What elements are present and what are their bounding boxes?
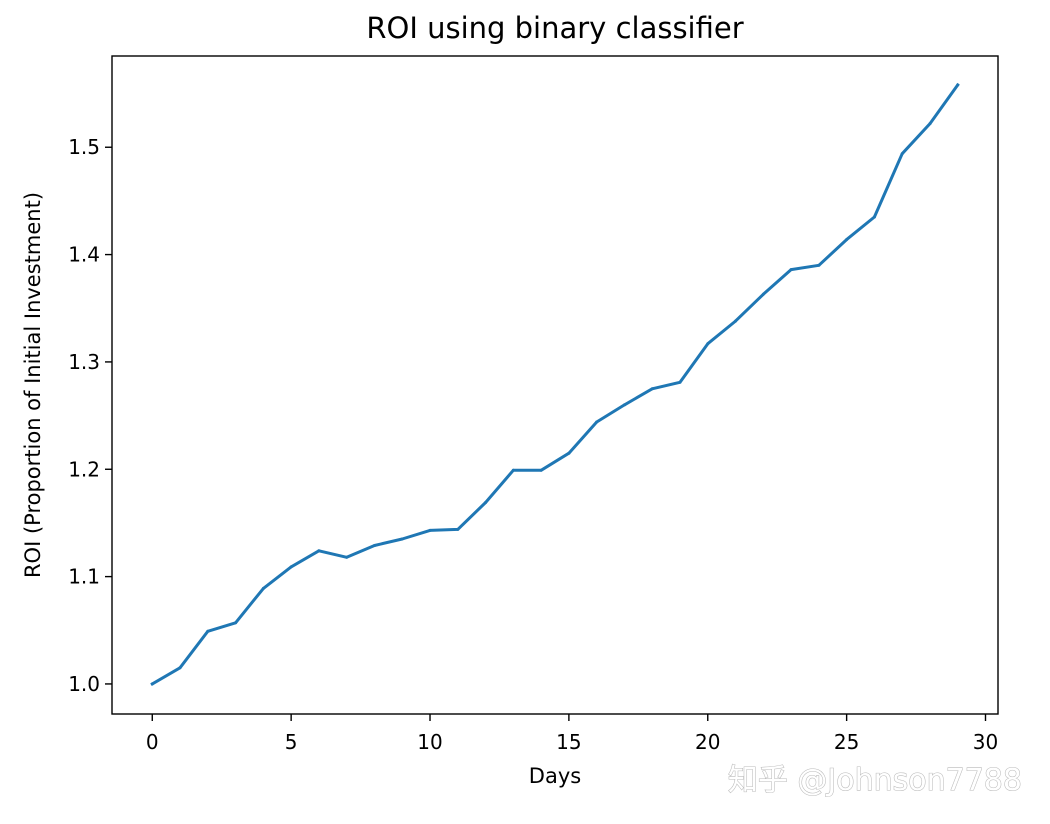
- data-point: [178, 666, 182, 670]
- data-point: [789, 268, 793, 272]
- data-point: [678, 380, 682, 384]
- data-point: [317, 549, 321, 553]
- data-point: [734, 319, 737, 323]
- y-axis-label: ROI (Proportion of Initial Investment): [21, 192, 45, 578]
- x-tick-label: 15: [556, 730, 581, 754]
- data-point: [456, 527, 460, 531]
- x-tick-label: 20: [695, 730, 720, 754]
- data-point: [900, 152, 904, 156]
- data-point: [234, 621, 238, 625]
- y-tick-label: 1.0: [68, 672, 100, 696]
- x-tick-label: 5: [285, 730, 298, 754]
- data-point: [150, 682, 154, 686]
- data-point: [706, 342, 710, 346]
- data-point: [345, 555, 349, 559]
- data-point: [400, 537, 404, 541]
- y-tick-label: 1.3: [68, 350, 100, 374]
- data-point: [761, 292, 765, 296]
- chart-title: ROI using binary classifier: [366, 11, 743, 45]
- data-point: [956, 83, 960, 87]
- x-axis-ticks: 0 5 10 15 20 25 30: [146, 714, 998, 754]
- x-tick-label: 25: [834, 730, 859, 754]
- y-tick-label: 1.4: [68, 243, 100, 267]
- y-tick-label: 1.2: [68, 457, 100, 481]
- y-tick-label: 1.5: [68, 135, 100, 159]
- x-tick-label: 30: [973, 730, 998, 754]
- data-point: [261, 586, 265, 590]
- data-point: [650, 387, 654, 391]
- plot-area-frame: [111, 55, 999, 715]
- data-point: [539, 468, 543, 472]
- data-point: [484, 501, 488, 504]
- data-point: [595, 420, 599, 424]
- data-point: [817, 263, 821, 267]
- data-point: [622, 403, 626, 407]
- y-axis-ticks: 1.0 1.1 1.2 1.3 1.4 1.5: [68, 135, 112, 696]
- data-point: [928, 122, 932, 126]
- data-point: [845, 238, 849, 242]
- y-tick-label: 1.1: [68, 565, 100, 589]
- data-point: [373, 544, 376, 547]
- data-point: [511, 468, 515, 472]
- data-point: [206, 629, 210, 633]
- data-point: [289, 565, 293, 569]
- x-tick-label: 0: [146, 730, 159, 754]
- data-point: [872, 215, 876, 219]
- watermark-text: 知乎 @Johnson7788: [728, 763, 1022, 798]
- data-point: [567, 451, 571, 455]
- x-tick-label: 10: [417, 730, 442, 754]
- data-points: [150, 83, 960, 686]
- series-line-roi: [150, 82, 960, 686]
- x-axis-label: Days: [529, 764, 581, 788]
- data-point: [428, 528, 432, 532]
